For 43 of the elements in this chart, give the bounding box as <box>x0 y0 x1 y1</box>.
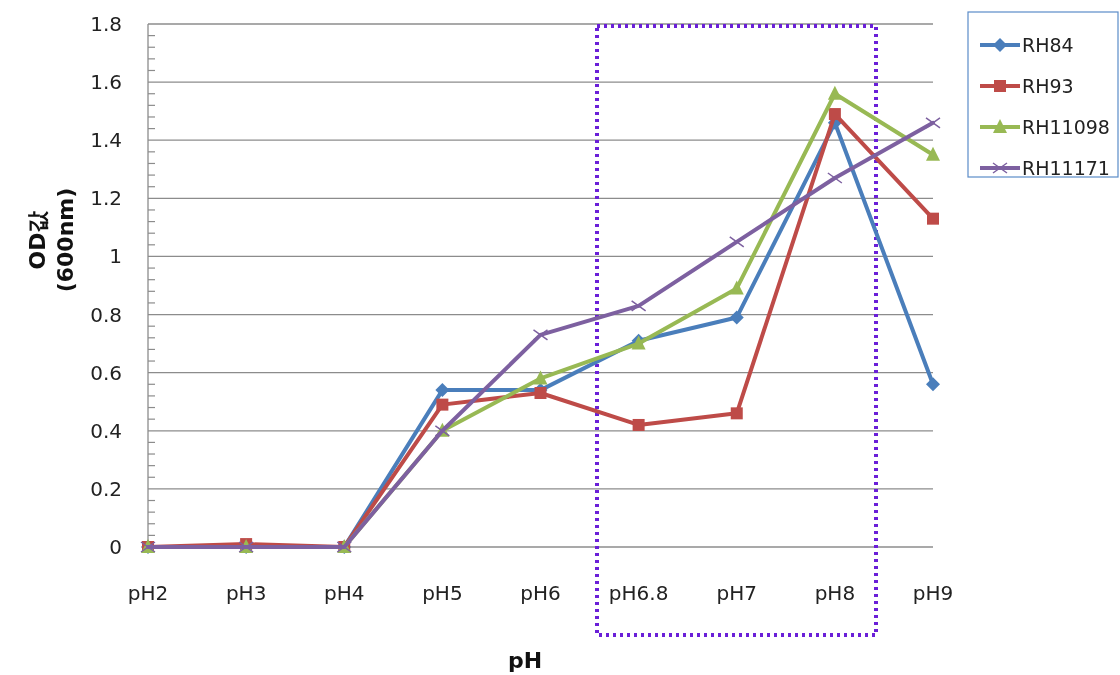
y-tick-label: 1.2 <box>90 186 122 211</box>
x-tick-label: pH8 <box>814 581 856 605</box>
x-tick-label: pH6 <box>520 581 561 605</box>
point <box>828 108 841 121</box>
y-axis-title: OD값 (600nm) <box>25 187 78 293</box>
legend-label: RH11171 <box>1022 157 1110 179</box>
point <box>925 117 941 129</box>
point <box>436 398 449 411</box>
point <box>532 329 549 341</box>
x-tick-label: pH9 <box>912 581 954 605</box>
y-tick-label: 0.4 <box>90 418 122 443</box>
x-tick-label: pH3 <box>225 581 267 605</box>
y-tick-label: 0.6 <box>90 360 122 385</box>
x-tick-label: pH7 <box>716 581 757 605</box>
legend-label: RH11098 <box>1022 116 1110 138</box>
point <box>729 310 744 325</box>
point <box>827 85 842 100</box>
point <box>729 280 744 295</box>
y-tick-label: 1.6 <box>90 70 122 95</box>
point <box>534 387 547 400</box>
point <box>730 407 743 420</box>
x-axis-title: pH <box>507 648 543 673</box>
point <box>729 236 745 248</box>
point <box>927 212 939 225</box>
point <box>630 300 647 312</box>
point <box>632 418 645 431</box>
y-tick-label: 0 <box>109 535 122 559</box>
y-tick-label: 0.2 <box>90 476 122 501</box>
point <box>435 383 450 398</box>
point <box>533 370 548 385</box>
legend-label: RH93 <box>1022 75 1074 97</box>
x-tick-label: pH4 <box>324 581 365 605</box>
y-tick-label: 0.8 <box>90 302 122 327</box>
y-tick-label: 1.4 <box>90 128 122 153</box>
point <box>827 172 843 184</box>
y-tick-label: 1 <box>109 244 122 269</box>
point <box>926 146 940 161</box>
point <box>926 377 940 392</box>
x-tick-label: pH2 <box>127 581 169 605</box>
y-tick-label: 1.8 <box>90 12 122 36</box>
x-tick-label: pH5 <box>422 581 463 605</box>
legend-label: RH84 <box>1022 34 1074 56</box>
x-tick-label: pH6.8 <box>608 581 669 605</box>
